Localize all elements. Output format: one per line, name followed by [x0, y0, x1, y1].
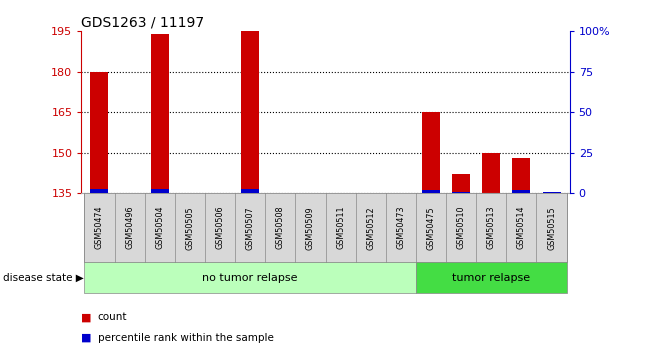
- Text: GSM50505: GSM50505: [186, 206, 195, 249]
- Bar: [512, 190, 531, 193]
- Text: GDS1263 / 11197: GDS1263 / 11197: [81, 15, 204, 29]
- Text: GSM50509: GSM50509: [306, 206, 315, 249]
- Text: GSM50474: GSM50474: [95, 206, 104, 249]
- Bar: [90, 71, 109, 193]
- Text: GSM50512: GSM50512: [367, 206, 375, 249]
- Bar: [90, 189, 109, 193]
- Bar: [422, 190, 440, 193]
- Text: GSM50496: GSM50496: [125, 206, 134, 249]
- Bar: [241, 189, 259, 193]
- Text: no tumor relapse: no tumor relapse: [202, 273, 298, 283]
- Text: ■: ■: [81, 313, 92, 322]
- Text: GSM50514: GSM50514: [517, 206, 526, 249]
- Bar: [452, 174, 470, 193]
- Text: GSM50510: GSM50510: [456, 206, 465, 249]
- Text: GSM50513: GSM50513: [487, 206, 496, 249]
- Text: GSM50506: GSM50506: [215, 206, 225, 249]
- Bar: [150, 34, 169, 193]
- Text: tumor relapse: tumor relapse: [452, 273, 531, 283]
- Text: GSM50504: GSM50504: [155, 206, 164, 249]
- Text: GSM50473: GSM50473: [396, 206, 406, 249]
- Bar: [422, 112, 440, 193]
- Bar: [542, 192, 561, 193]
- Text: disease state ▶: disease state ▶: [3, 273, 84, 283]
- Text: GSM50511: GSM50511: [336, 206, 345, 249]
- Text: ■: ■: [81, 333, 92, 343]
- Bar: [150, 189, 169, 193]
- Text: GSM50508: GSM50508: [276, 206, 284, 249]
- Text: GSM50507: GSM50507: [245, 206, 255, 249]
- Text: count: count: [98, 313, 127, 322]
- Text: percentile rank within the sample: percentile rank within the sample: [98, 333, 273, 343]
- Text: GSM50475: GSM50475: [426, 206, 436, 249]
- Bar: [241, 31, 259, 193]
- Bar: [512, 158, 531, 193]
- Bar: [482, 152, 501, 193]
- Bar: [452, 192, 470, 193]
- Text: GSM50515: GSM50515: [547, 206, 556, 249]
